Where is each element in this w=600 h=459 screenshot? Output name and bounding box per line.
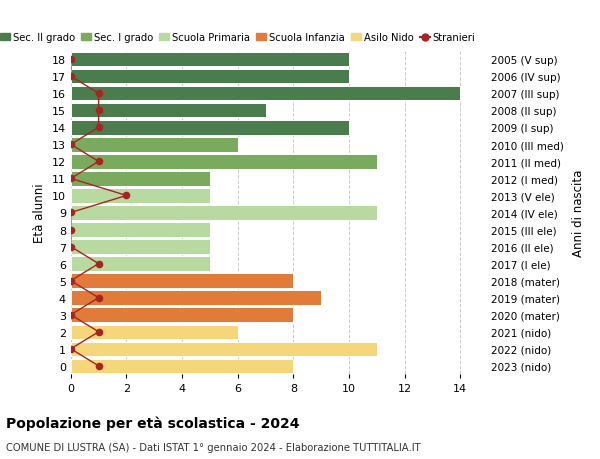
Bar bbox=[71, 342, 377, 356]
Point bbox=[94, 260, 103, 268]
Point bbox=[66, 243, 76, 251]
Bar bbox=[71, 70, 349, 84]
Point bbox=[66, 56, 76, 64]
Bar bbox=[71, 359, 293, 373]
Point bbox=[66, 226, 76, 234]
Bar bbox=[71, 104, 266, 118]
Bar bbox=[71, 240, 210, 254]
Bar bbox=[71, 87, 460, 101]
Point bbox=[66, 277, 76, 285]
Bar bbox=[71, 274, 293, 288]
Point bbox=[66, 141, 76, 149]
Text: COMUNE DI LUSTRA (SA) - Dati ISTAT 1° gennaio 2024 - Elaborazione TUTTITALIA.IT: COMUNE DI LUSTRA (SA) - Dati ISTAT 1° ge… bbox=[6, 442, 421, 452]
Text: Popolazione per età scolastica - 2024: Popolazione per età scolastica - 2024 bbox=[6, 415, 299, 430]
Bar bbox=[71, 291, 321, 305]
Bar bbox=[71, 257, 210, 271]
Bar bbox=[71, 138, 238, 152]
Point bbox=[94, 294, 103, 302]
Bar bbox=[71, 155, 377, 169]
Bar bbox=[71, 189, 210, 203]
Point bbox=[66, 175, 76, 183]
Point bbox=[66, 345, 76, 353]
Y-axis label: Età alunni: Età alunni bbox=[33, 183, 46, 243]
Point bbox=[94, 90, 103, 98]
Bar bbox=[71, 53, 349, 67]
Point bbox=[94, 124, 103, 132]
Bar bbox=[71, 121, 349, 135]
Bar bbox=[71, 206, 377, 220]
Point bbox=[66, 73, 76, 81]
Bar bbox=[71, 325, 238, 339]
Bar bbox=[71, 308, 293, 322]
Point bbox=[94, 107, 103, 115]
Bar bbox=[71, 223, 210, 237]
Point bbox=[94, 328, 103, 336]
Bar bbox=[71, 172, 210, 186]
Point bbox=[94, 363, 103, 370]
Point bbox=[66, 311, 76, 319]
Point bbox=[94, 158, 103, 166]
Point bbox=[66, 209, 76, 217]
Legend: Sec. II grado, Sec. I grado, Scuola Primaria, Scuola Infanzia, Asilo Nido, Stran: Sec. II grado, Sec. I grado, Scuola Prim… bbox=[0, 29, 479, 47]
Point bbox=[122, 192, 131, 200]
Y-axis label: Anni di nascita: Anni di nascita bbox=[572, 169, 585, 257]
